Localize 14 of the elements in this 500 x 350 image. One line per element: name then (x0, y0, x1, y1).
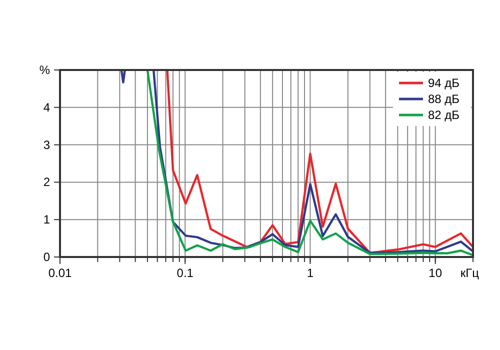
y-tick-label: 4 (43, 100, 50, 114)
y-axis-title: % (39, 63, 50, 77)
y-tick-label: 1 (43, 212, 50, 227)
x-tick-label: 0.1 (176, 266, 194, 280)
x-tick-label: 1 (306, 266, 314, 280)
y-tick-label: 2 (43, 175, 50, 190)
x-axis-title: кГц (460, 266, 480, 280)
legend-label: 82 дБ (428, 108, 460, 122)
x-tick-label: 0.01 (48, 266, 72, 280)
x-tick-label: 10 (428, 266, 442, 280)
legend-label: 94 дБ (428, 76, 460, 90)
legend-label: 88 дБ (428, 92, 460, 106)
y-tick-label: 0 (43, 250, 50, 264)
y-tick-label: 3 (43, 138, 50, 152)
